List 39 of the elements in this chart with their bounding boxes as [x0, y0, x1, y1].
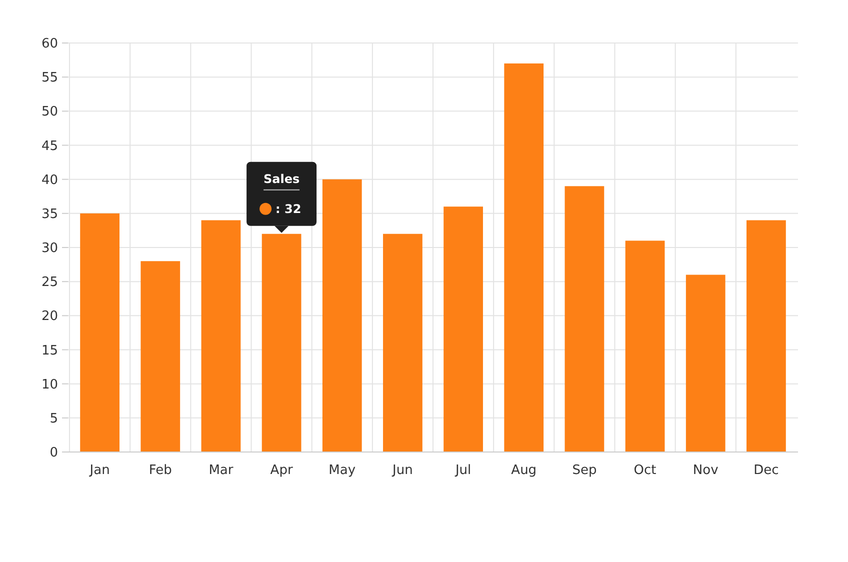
y-tick-label: 55: [41, 70, 58, 86]
x-tick-label: Jan: [88, 463, 110, 478]
y-tick-label: 40: [41, 172, 58, 188]
x-tick-label: Feb: [148, 463, 172, 478]
bar: [504, 63, 544, 452]
x-tick-label: Apr: [270, 463, 294, 478]
bar: [686, 274, 726, 452]
y-tick-label: 45: [41, 138, 58, 154]
bar: [564, 186, 604, 452]
x-tick-label: Jul: [454, 463, 472, 478]
bar: [322, 179, 362, 452]
bar: [625, 240, 665, 452]
y-tick-label: 5: [50, 411, 58, 426]
y-tick-label: 35: [41, 206, 58, 222]
x-tick-label: Nov: [692, 463, 719, 478]
bar: [746, 220, 786, 452]
y-tick-label: 0: [50, 446, 58, 461]
bar: [383, 234, 422, 452]
x-tick-label: Mar: [208, 463, 234, 478]
y-tick-label: 15: [41, 343, 58, 358]
x-tick-label: Aug: [511, 463, 537, 478]
annotation: : 32: [276, 202, 302, 216]
x-tick-label: Oct: [634, 463, 656, 478]
x-tick-label: Dec: [754, 463, 779, 478]
bar: [80, 213, 120, 452]
y-tick-label: 20: [41, 309, 58, 324]
bar: [262, 234, 302, 452]
bar: [201, 220, 241, 452]
x-tick-label: Sep: [572, 463, 597, 478]
y-tick-label: 60: [41, 36, 58, 52]
bar: [140, 261, 180, 452]
series-label: Sales: [263, 172, 300, 186]
bar: [444, 206, 483, 452]
x-tick-label: May: [328, 463, 356, 478]
y-tick-label: 10: [41, 377, 58, 392]
y-tick-label: 50: [41, 104, 58, 120]
y-tick-label: 25: [41, 275, 58, 290]
x-tick-label: Jun: [392, 463, 413, 478]
y-tick-label: 30: [41, 241, 58, 256]
